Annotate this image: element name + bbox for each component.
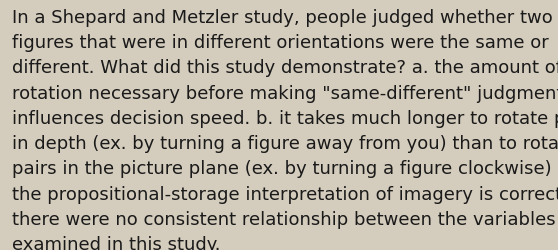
Text: In a Shepard and Metzler study, people judged whether two
figures that were in d: In a Shepard and Metzler study, people j… [12,9,558,250]
